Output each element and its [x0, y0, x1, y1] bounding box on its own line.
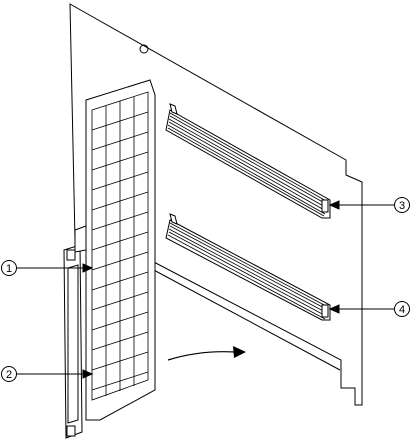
- callout-number: 2: [6, 369, 12, 381]
- memory-module: [63, 79, 156, 439]
- upper-connector: [165, 103, 331, 219]
- lower-connector: [165, 213, 331, 321]
- callout-3: 3: [394, 197, 410, 213]
- callout-4: 4: [394, 301, 410, 317]
- mounting-hole-icon: [139, 44, 149, 54]
- callout-leaders: [16, 200, 394, 379]
- callout-number: 3: [399, 200, 405, 212]
- callout-2: 2: [1, 366, 17, 382]
- callout-number: 4: [399, 304, 405, 316]
- callout-1: 1: [1, 260, 17, 276]
- callout-number: 1: [6, 263, 12, 275]
- insertion-arrow-icon: [167, 346, 246, 361]
